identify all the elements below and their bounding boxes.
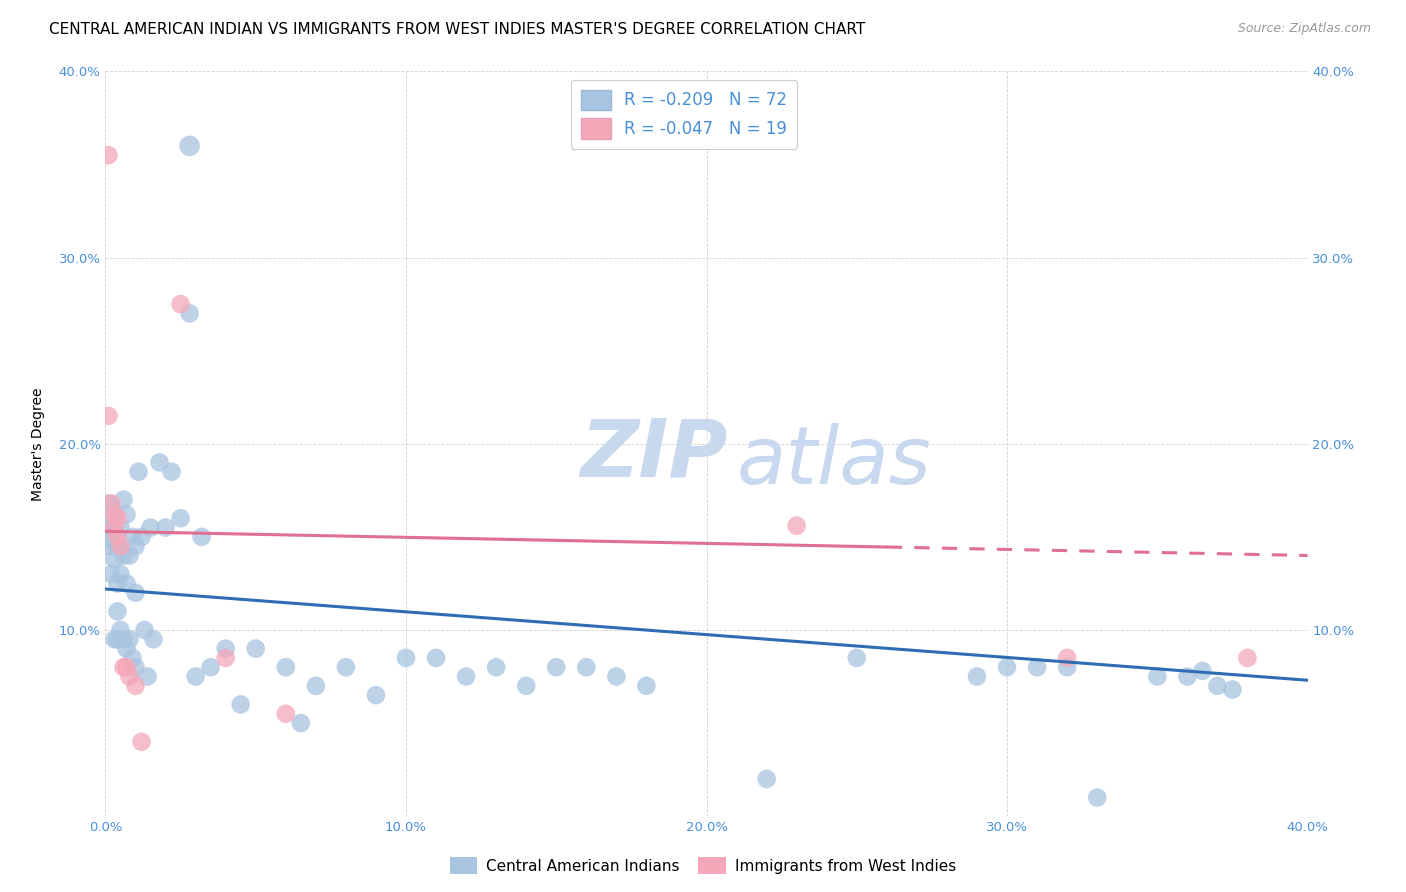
Point (845, 651, 868, 665)
Point (134, 623, 156, 637)
Point (136, 669, 159, 683)
Point (100, 496, 122, 510)
Point (100, 567, 122, 582)
Point (179, 306, 201, 320)
Point (121, 530, 143, 544)
Point (425, 651, 447, 665)
Point (100, 511, 122, 525)
Point (546, 660, 568, 674)
Point (97, 409, 120, 423)
Point (112, 492, 135, 507)
Point (142, 632, 165, 647)
Point (97, 539, 120, 553)
Point (112, 632, 135, 647)
Point (1222, 682, 1244, 697)
Point (966, 669, 988, 683)
Point (155, 520, 177, 534)
Point (97, 520, 120, 534)
Point (118, 669, 141, 683)
Point (1191, 664, 1213, 678)
Point (1236, 651, 1258, 665)
Point (115, 660, 138, 674)
Point (1056, 651, 1078, 665)
Point (995, 660, 1018, 674)
Point (1056, 660, 1078, 674)
Point (169, 511, 191, 525)
Point (305, 679, 328, 693)
Point (103, 520, 125, 534)
Point (107, 530, 129, 544)
Point (139, 520, 162, 534)
Point (107, 604, 129, 618)
Point (395, 651, 418, 665)
Point (107, 632, 129, 647)
Point (335, 660, 357, 674)
Point (1177, 669, 1199, 683)
Text: atlas: atlas (737, 424, 931, 501)
Point (131, 735, 153, 749)
Point (179, 138, 201, 153)
Point (110, 623, 132, 637)
Point (456, 669, 478, 683)
Point (124, 586, 146, 600)
Point (118, 549, 141, 563)
Point (107, 539, 129, 553)
Point (115, 576, 138, 591)
Legend: R = -0.209   N = 72, R = -0.047   N = 19: R = -0.209 N = 72, R = -0.047 N = 19 (571, 79, 797, 149)
Point (115, 641, 138, 656)
Point (190, 530, 212, 544)
Point (97, 148, 120, 162)
Point (103, 508, 125, 522)
Legend: Central American Indians, Immigrants from West Indies: Central American Indians, Immigrants fro… (444, 851, 962, 880)
Point (110, 520, 132, 534)
Point (1206, 679, 1229, 693)
Point (1146, 669, 1168, 683)
Point (515, 679, 537, 693)
Point (128, 465, 150, 479)
Point (121, 651, 143, 665)
Point (124, 539, 146, 553)
Point (184, 669, 207, 683)
Point (786, 518, 808, 533)
Point (1026, 660, 1049, 674)
Y-axis label: Master's Degree: Master's Degree (31, 387, 45, 500)
Point (274, 660, 297, 674)
Point (200, 660, 222, 674)
Text: ZIP: ZIP (581, 416, 728, 494)
Point (100, 533, 122, 548)
Point (364, 688, 387, 702)
Point (103, 552, 125, 566)
Point (107, 576, 129, 591)
Point (103, 632, 125, 647)
Text: Source: ZipAtlas.com: Source: ZipAtlas.com (1237, 22, 1371, 36)
Point (148, 455, 170, 469)
Point (97, 496, 120, 510)
Point (605, 669, 627, 683)
Point (274, 706, 297, 721)
Point (124, 679, 146, 693)
Point (290, 716, 312, 731)
Point (485, 660, 508, 674)
Point (245, 641, 267, 656)
Point (118, 632, 141, 647)
Point (110, 567, 132, 582)
Point (107, 511, 129, 525)
Point (229, 698, 252, 712)
Point (575, 660, 598, 674)
Point (110, 539, 132, 553)
Point (636, 679, 658, 693)
Point (1085, 790, 1108, 805)
Point (103, 520, 125, 534)
Point (124, 660, 146, 674)
Point (214, 651, 236, 665)
Point (112, 660, 135, 674)
Point (160, 465, 183, 479)
Point (112, 549, 135, 563)
Point (169, 297, 191, 311)
Point (131, 530, 153, 544)
Point (115, 508, 138, 522)
Point (214, 641, 236, 656)
Text: CENTRAL AMERICAN INDIAN VS IMMIGRANTS FROM WEST INDIES MASTER'S DEGREE CORRELATI: CENTRAL AMERICAN INDIAN VS IMMIGRANTS FR… (49, 22, 866, 37)
Point (755, 772, 778, 786)
